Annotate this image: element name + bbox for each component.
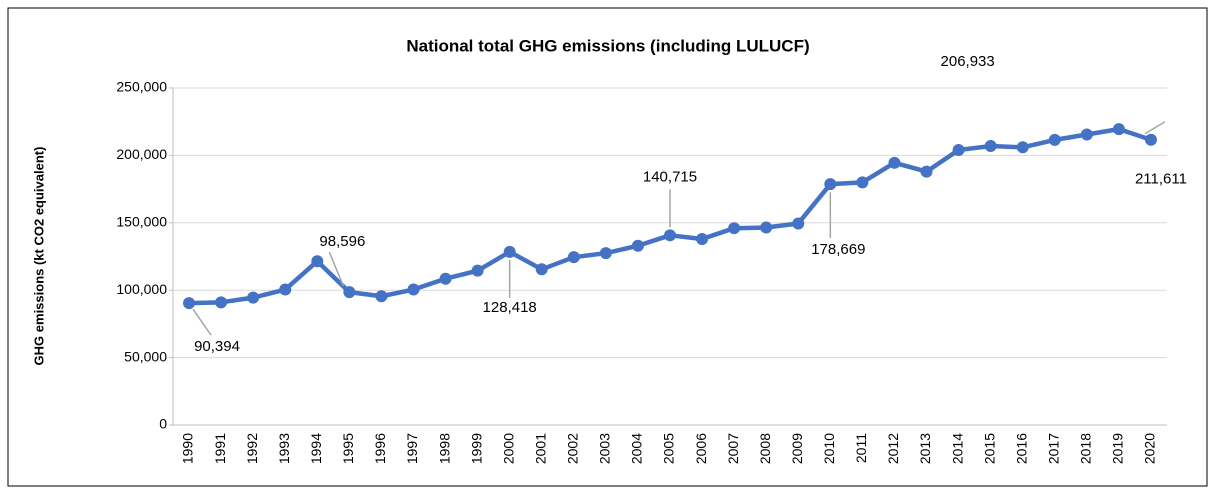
x-tick-label: 2020 (1142, 433, 1158, 464)
data-point (824, 178, 837, 191)
y-tick-label: 150,000 (116, 214, 167, 230)
x-tick-label: 2017 (1045, 433, 1061, 464)
data-point (631, 239, 644, 252)
x-tick-label: 1998 (436, 433, 452, 464)
x-tick-label: 2012 (885, 433, 901, 464)
x-tick-label: 2008 (757, 433, 773, 464)
data-point (984, 140, 997, 153)
x-tick-label: 2007 (725, 433, 741, 464)
x-tick-label: 2015 (981, 433, 997, 464)
data-point (792, 217, 805, 230)
x-tick-label: 2013 (917, 433, 933, 464)
data-point (215, 296, 228, 309)
data-point (1112, 123, 1125, 136)
data-point (567, 251, 580, 264)
x-tick-label: 2010 (821, 433, 837, 464)
data-point (311, 255, 324, 268)
leader-line (328, 251, 345, 287)
y-axis-title: GHG emissions (kt CO2 equivalent) (31, 147, 46, 366)
x-tick-label: 2016 (1013, 433, 1029, 464)
x-tick-label: 1993 (276, 433, 292, 464)
y-tick-label: 250,000 (116, 79, 167, 95)
data-point (952, 144, 965, 157)
data-point (407, 283, 420, 296)
data-point (728, 222, 741, 235)
data-point (535, 263, 548, 276)
y-tick-label: 100,000 (116, 281, 167, 297)
x-tick-label: 2001 (532, 433, 548, 464)
x-tick-label: 2003 (597, 433, 613, 464)
x-tick-label: 1999 (468, 433, 484, 464)
data-point (503, 245, 516, 258)
data-point (920, 165, 933, 178)
data-point (375, 290, 388, 303)
data-point (247, 291, 260, 304)
chart-title: National total GHG emissions (including … (406, 36, 809, 55)
data-point (696, 232, 709, 245)
data-point (1016, 141, 1029, 154)
data-point (888, 156, 901, 169)
data-point (1048, 133, 1061, 146)
data-point (856, 176, 869, 189)
data-point (279, 283, 292, 296)
x-tick-label: 2019 (1110, 433, 1126, 464)
data-point (664, 229, 676, 242)
x-tick-label: 1997 (404, 433, 420, 464)
x-tick-label: 2005 (661, 433, 677, 464)
data-point (1144, 133, 1157, 146)
data-point (1080, 128, 1093, 141)
data-label: 128,418 (483, 299, 537, 316)
x-tick-label: 1991 (212, 433, 228, 464)
x-tick-label: 1994 (308, 433, 324, 464)
data-label: 211,611 (1135, 171, 1187, 188)
data-point (343, 286, 356, 299)
data-label: 140,715 (643, 168, 697, 185)
x-tick-label: 1992 (244, 433, 260, 464)
x-tick-label: 2009 (789, 433, 805, 464)
data-point (471, 264, 484, 277)
x-tick-label: 2004 (629, 433, 645, 464)
data-label: 90,394 (194, 338, 240, 355)
x-tick-label: 1995 (340, 433, 356, 464)
data-point (439, 272, 452, 285)
x-tick-label: 2018 (1078, 433, 1094, 464)
y-tick-label: 50,000 (124, 348, 167, 364)
data-label: 98,596 (319, 233, 365, 250)
x-tick-label: 2000 (500, 433, 516, 464)
x-tick-label: 2006 (693, 433, 709, 464)
x-tick-label: 1996 (372, 433, 388, 464)
data-point (599, 247, 612, 260)
leader-line (192, 308, 212, 336)
y-tick-label: 200,000 (116, 146, 167, 162)
data-point (183, 297, 196, 310)
data-point (760, 221, 773, 234)
data-label: 178,669 (811, 241, 865, 258)
leader-line (1144, 121, 1166, 135)
x-tick-label: 2014 (949, 433, 965, 464)
x-tick-label: 2002 (565, 433, 581, 464)
x-tick-label: 2011 (853, 433, 869, 463)
x-tick-label: 1990 (180, 433, 196, 464)
y-tick-label: 0 (159, 416, 167, 432)
chart-border (7, 7, 1208, 487)
data-label: 206,933 (941, 53, 995, 70)
